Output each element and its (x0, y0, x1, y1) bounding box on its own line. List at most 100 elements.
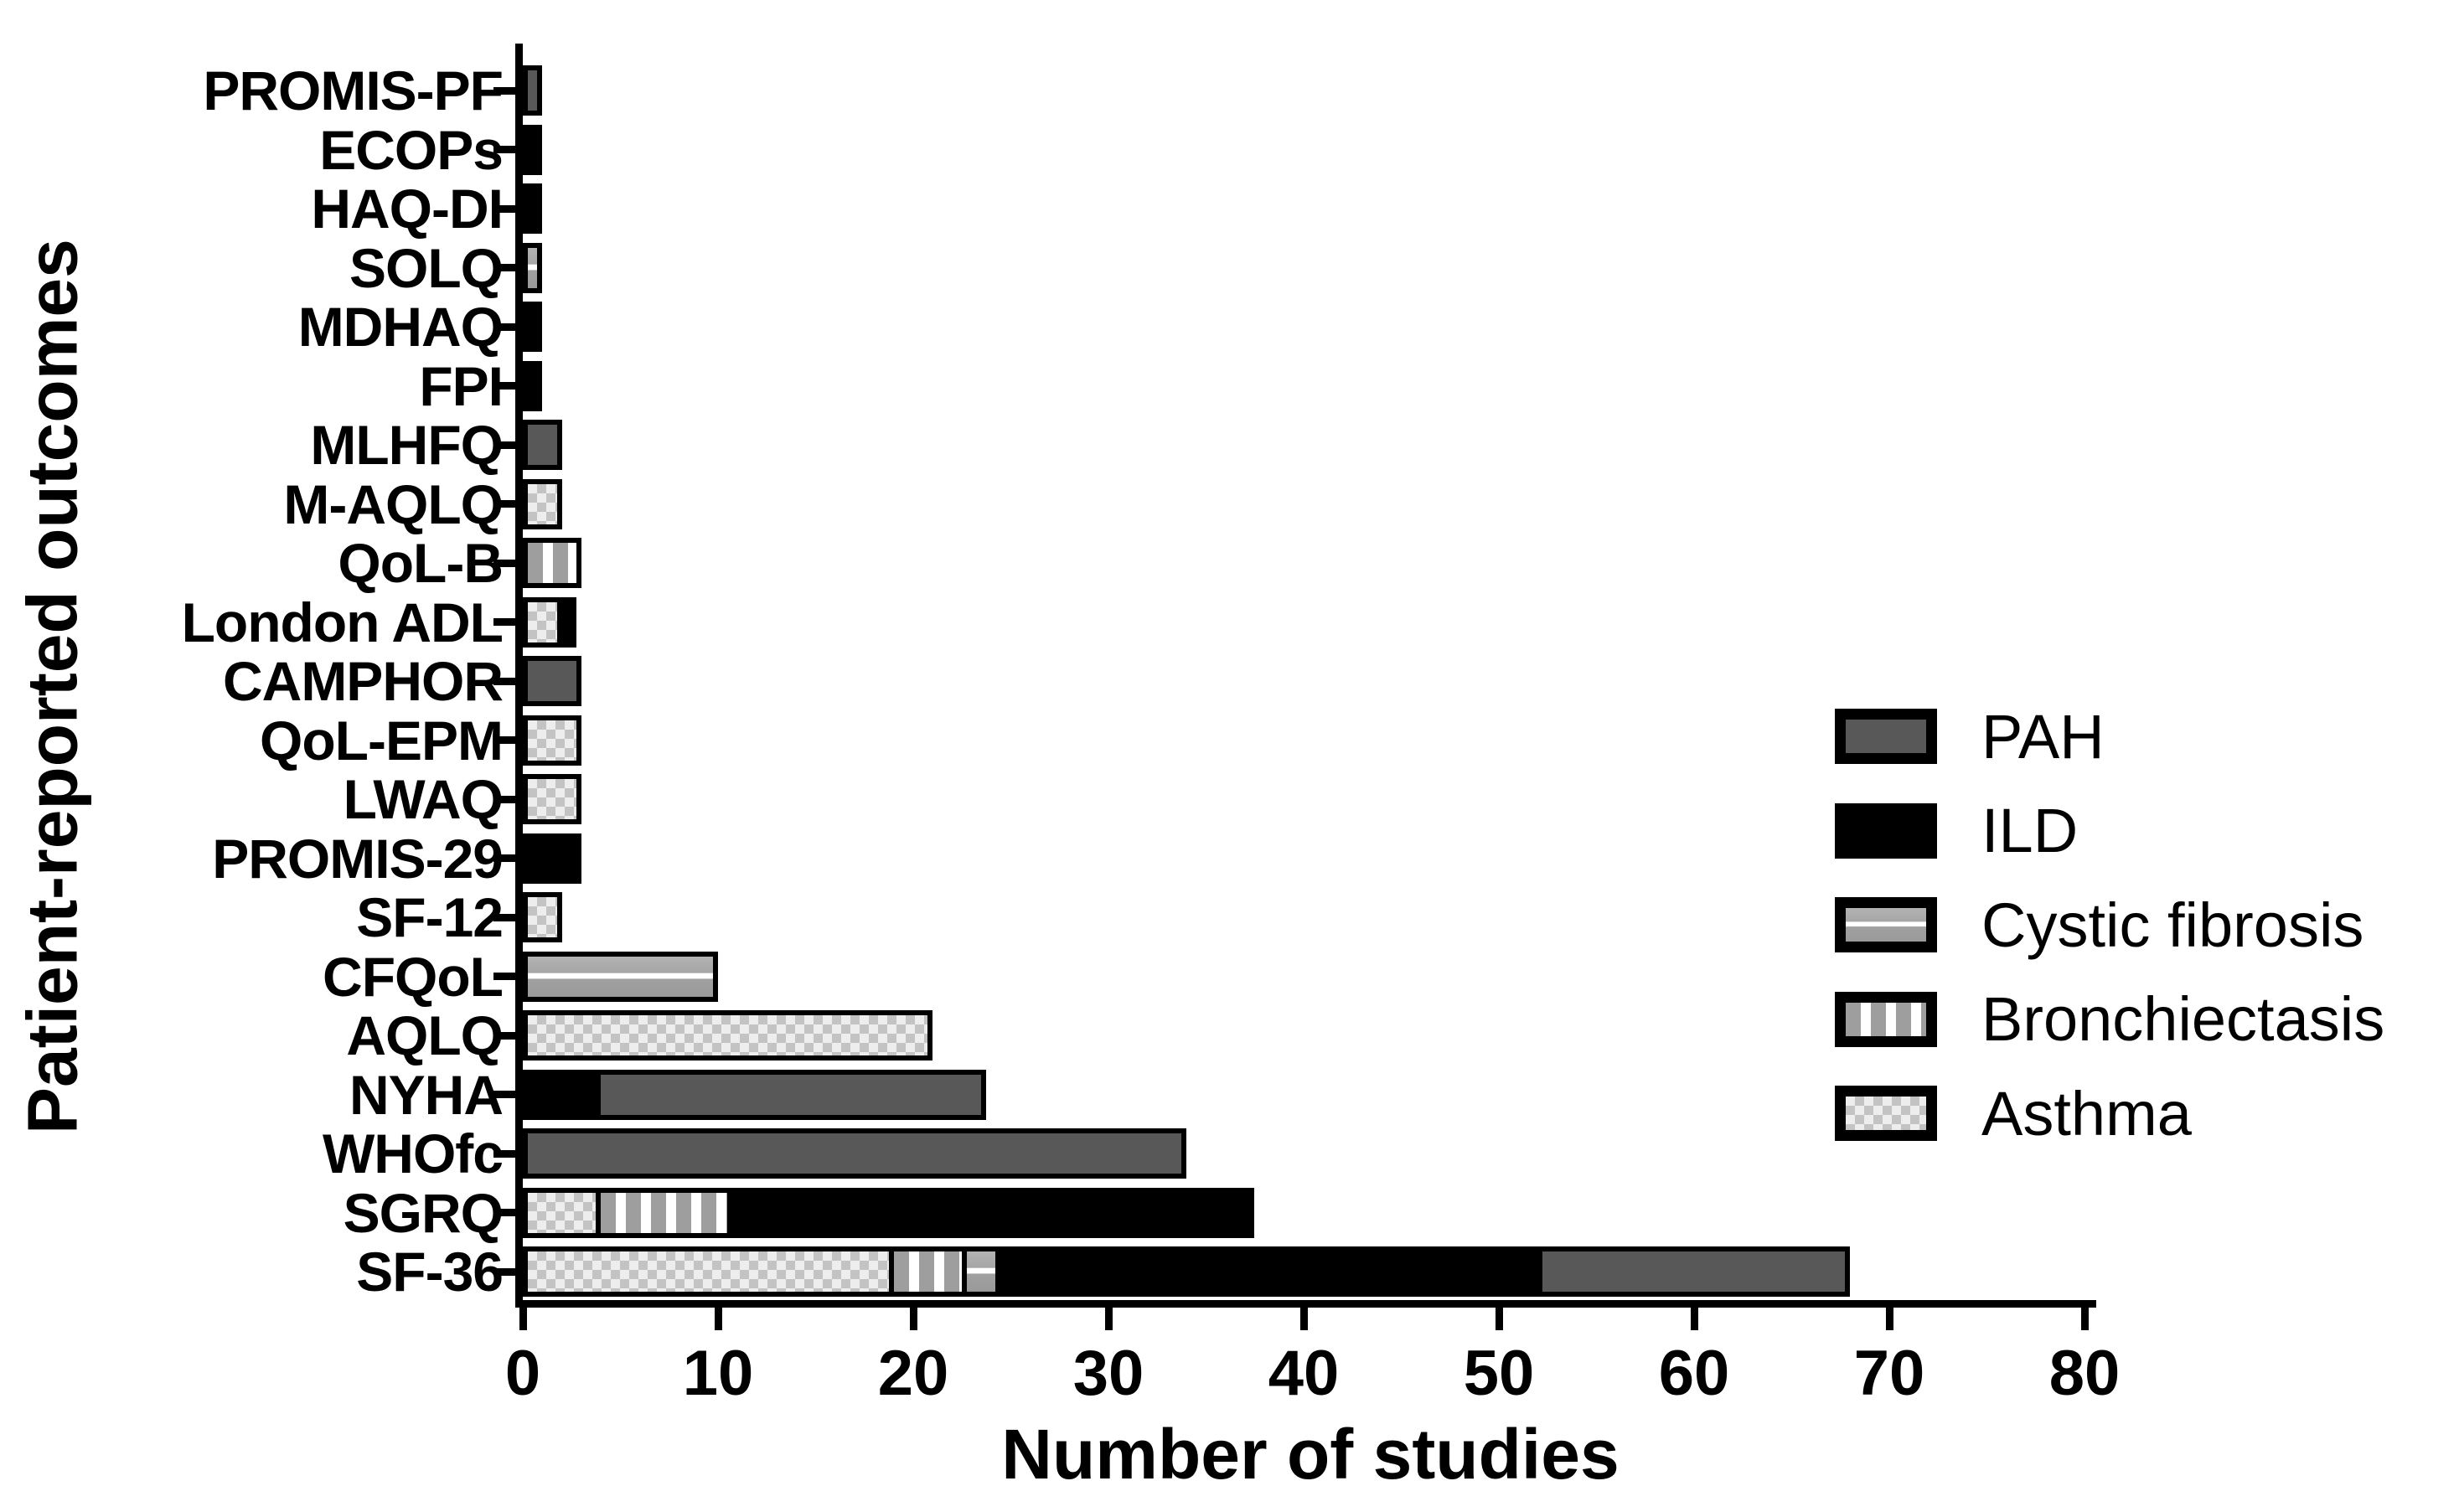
category-label: QoL-EPM (260, 709, 504, 771)
bar-row: CFQoL (0, 945, 2459, 1008)
category-label: LWAQ (343, 768, 504, 831)
stacked-bar (523, 711, 581, 771)
bar-segment-asthma (523, 1187, 602, 1238)
bar-row: CAMPHOR (0, 650, 2459, 712)
stacked-bar (523, 947, 718, 1007)
legend-item: Asthma (1835, 1066, 2455, 1160)
stacked-bar (523, 239, 543, 298)
x-axis-tick (1104, 1308, 1113, 1330)
y-axis-tick (493, 1209, 515, 1217)
x-axis-tick-label: 80 (2048, 1338, 2121, 1409)
x-axis-tick (1299, 1308, 1308, 1330)
bar-row: QoL-B (0, 532, 2459, 595)
bar-row: SF-12 (0, 886, 2459, 948)
bar-row: MLHFQ (0, 414, 2459, 477)
category-label: ECOPs (319, 118, 504, 181)
y-axis-tick (493, 323, 515, 331)
legend-label: Bronchiectasis (1981, 984, 2385, 1054)
bar-segment-asthma (523, 774, 581, 825)
category-label: MLHFQ (310, 414, 504, 477)
legend-swatch-cystic_fibrosis (1835, 897, 1937, 952)
bar-segment-cystic_fibrosis (523, 242, 543, 293)
legend-item: Cystic fibrosis (1835, 878, 2455, 972)
bar-segment-asthma (523, 1246, 894, 1298)
category-label: London ADL (181, 591, 504, 653)
y-axis-tick (493, 913, 515, 921)
x-axis-tick-label: 10 (682, 1338, 754, 1409)
category-label: HAQ-DI (311, 178, 504, 240)
y-axis-tick (493, 854, 515, 863)
stacked-bar (523, 770, 581, 829)
legend-label: Cystic fibrosis (1981, 890, 2364, 960)
y-axis-tick (493, 500, 515, 508)
legend-label: ILD (1981, 796, 2079, 865)
x-axis-tick (2080, 1308, 2089, 1330)
bar-segment-asthma (523, 715, 581, 766)
category-label: WHOfc (323, 1122, 504, 1185)
y-axis-tick (493, 795, 515, 803)
x-axis-tick-label: 0 (504, 1338, 541, 1409)
bar-segment-ild (523, 360, 543, 411)
bar-row: SGRQ (0, 1181, 2459, 1244)
stacked-bar (523, 1242, 1850, 1302)
category-label: SGRQ (343, 1181, 504, 1244)
stacked-bar (523, 179, 543, 239)
y-axis-tick (493, 1149, 515, 1158)
bar-row: MDHAQ (0, 296, 2459, 359)
legend-item: Bronchiectasis (1835, 973, 2455, 1066)
bar-row: LWAQ (0, 768, 2459, 831)
legend-swatch-pah (1835, 709, 1937, 764)
stacked-bar (523, 297, 543, 357)
category-label: MDHAQ (297, 296, 504, 359)
bar-segment-asthma (523, 1010, 933, 1061)
category-label: M-AQLQ (283, 472, 504, 535)
category-label: PROMIS-PF (203, 59, 504, 122)
bar-row: QoL-EPM (0, 709, 2459, 771)
y-axis-tick (493, 1267, 515, 1276)
bar-segment-bronchiectasis (888, 1246, 967, 1298)
stacked-bar (523, 415, 562, 475)
bar-row: ECOPs (0, 118, 2459, 181)
category-label: SF-36 (356, 1241, 504, 1303)
x-axis-tick-label: 20 (877, 1338, 949, 1409)
legend-swatch-bronchiectasis (1835, 991, 1937, 1047)
bar-row: PROMIS-29 (0, 828, 2459, 890)
y-axis-tick (493, 677, 515, 685)
bar-segment-ild (523, 183, 543, 235)
stacked-bar (523, 829, 581, 889)
stacked-bar (523, 357, 543, 416)
bar-row: AQLQ (0, 1004, 2459, 1067)
y-axis-tick (493, 1091, 515, 1099)
stacked-bar (523, 888, 562, 947)
y-axis-tick (493, 382, 515, 390)
bar-segment-bronchiectasis (523, 538, 581, 589)
y-axis-tick (493, 973, 515, 981)
stacked-bar (523, 121, 543, 180)
stacked-bar (523, 1184, 1255, 1243)
bar-row: PROMIS-PF (0, 59, 2459, 122)
bar-segment-cystic_fibrosis (523, 951, 718, 1002)
x-axis-title: Number of studies (1001, 1415, 1620, 1494)
bar-segment-pah (523, 420, 562, 471)
bar-segment-asthma (523, 596, 562, 648)
y-axis-tick (493, 1031, 515, 1040)
bar-segment-asthma (523, 892, 562, 943)
bar-segment-pah (523, 1128, 1187, 1179)
x-axis-tick (1690, 1308, 1698, 1330)
stacked-bar (523, 475, 562, 534)
category-label: FPI (419, 354, 504, 417)
category-label: CFQoL (323, 945, 504, 1008)
bar-segment-ild (523, 124, 543, 175)
bar-segment-pah (1537, 1246, 1850, 1298)
bar-segment-ild (523, 302, 543, 353)
bar-row: NYHA (0, 1064, 2459, 1126)
bar-segment-asthma (523, 478, 562, 529)
category-label: SOLQ (349, 236, 504, 299)
bar-segment-pah (523, 65, 543, 116)
category-label: AQLQ (346, 1004, 504, 1067)
category-label: QoL-B (338, 532, 504, 595)
y-axis-line (515, 44, 523, 1308)
bar-row: London ADL (0, 591, 2459, 653)
stacked-bar (523, 652, 581, 711)
